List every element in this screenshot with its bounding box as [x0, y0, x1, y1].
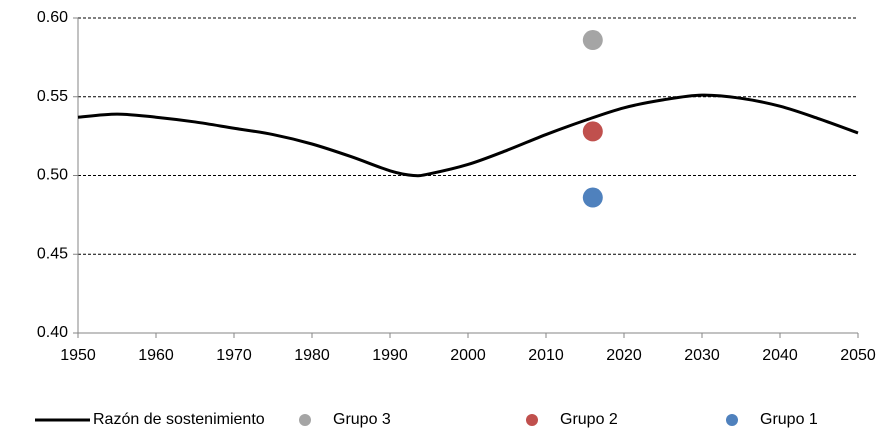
data-point	[582, 30, 603, 51]
x-tick-label: 2010	[528, 347, 564, 364]
x-tick-label: 2020	[606, 347, 642, 364]
legend-swatch	[726, 414, 738, 426]
x-tick-label: 1950	[60, 347, 96, 364]
legend-swatch	[299, 414, 311, 426]
x-tick-label: 1960	[138, 347, 174, 364]
x-tick-label: 1970	[216, 347, 252, 364]
y-tick-label: 0.60	[37, 9, 68, 26]
legend-swatch	[526, 414, 538, 426]
x-tick-label: 2030	[684, 347, 720, 364]
y-tick-label: 0.45	[37, 245, 68, 262]
x-tick-label: 2040	[762, 347, 798, 364]
data-point	[582, 187, 603, 208]
data-point	[582, 121, 603, 142]
x-tick-label: 2000	[450, 347, 486, 364]
x-tick-label: 1990	[372, 347, 408, 364]
y-tick-label: 0.50	[37, 167, 68, 184]
legend-label: Razón de sostenimiento	[93, 411, 265, 428]
data-line	[77, 93, 859, 178]
x-tick-label: 2050	[840, 347, 876, 364]
legend-label: Grupo 1	[760, 411, 818, 428]
x-tick-label: 1980	[294, 347, 330, 364]
legend-label: Grupo 3	[333, 411, 391, 428]
legend-label: Grupo 2	[560, 411, 618, 428]
y-tick-label: 0.40	[37, 324, 68, 341]
y-tick-label: 0.55	[37, 88, 68, 105]
